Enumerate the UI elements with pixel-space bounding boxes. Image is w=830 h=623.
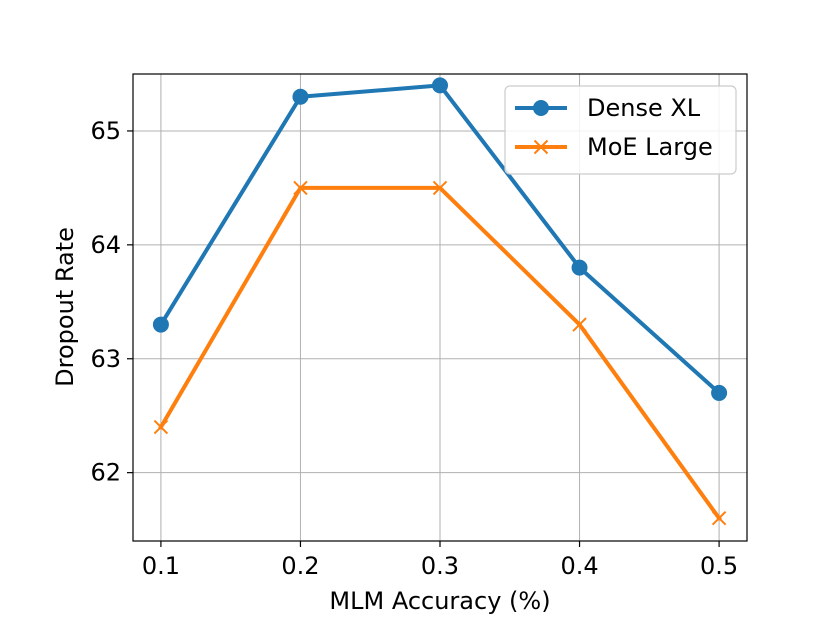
x-tick-label: 0.5 (700, 552, 738, 580)
x-axis-title: MLM Accuracy (%) (329, 587, 550, 615)
legend-marker-moe-large (533, 139, 549, 155)
legend-label-dense-xl: Dense XL (587, 94, 701, 122)
y-tick-label: 62 (90, 459, 121, 487)
data-point-dense-xl (432, 77, 448, 94)
data-point-dense-xl (711, 384, 728, 401)
x-tick-label: 0.3 (421, 552, 459, 580)
x-tick-label: 0.4 (560, 552, 598, 580)
x-tick-label: 0.2 (281, 552, 319, 580)
y-tick-label: 64 (90, 231, 121, 259)
data-point-dense-xl (152, 316, 169, 333)
legend-label-moe-large: MoE Large (587, 133, 713, 161)
data-point-moe-large (711, 511, 727, 526)
y-axis-title: Dropout Rate (51, 227, 79, 387)
data-point-dense-xl (292, 88, 309, 105)
x-tick-label: 0.1 (142, 552, 180, 580)
series-group (152, 77, 728, 526)
data-point-moe-large (153, 419, 169, 435)
data-point-moe-large (432, 180, 448, 196)
data-point-moe-large (572, 317, 587, 332)
legend: Dense XL MoE Large (504, 85, 737, 175)
axes: 0.1 0.2 0.3 0.4 0.5 62 63 64 65 (90, 117, 738, 580)
legend-marker-dense-xl (533, 100, 549, 116)
data-point-dense-xl (571, 259, 588, 276)
data-point-moe-large (293, 180, 308, 196)
y-tick-label: 63 (90, 345, 121, 373)
y-tick-label: 65 (90, 117, 121, 145)
